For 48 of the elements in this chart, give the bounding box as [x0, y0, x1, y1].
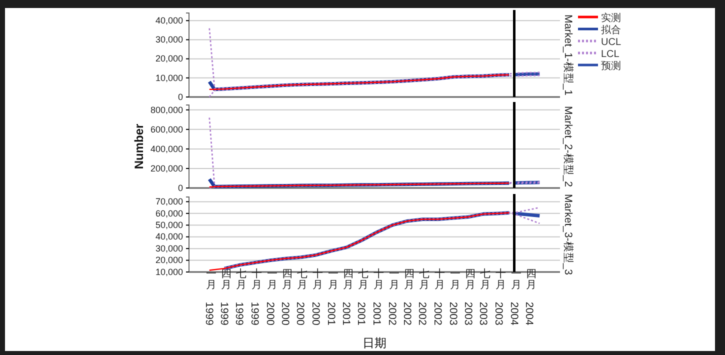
y-tick-label: 20,000 — [155, 54, 183, 64]
text: Market_3-模型_3 — [562, 194, 574, 276]
y-tick-label: 10,000 — [155, 72, 183, 83]
y-tick-label: 400,000 — [150, 144, 183, 154]
x-tick-label: 一月 2003 — [446, 268, 461, 326]
y-tick-label: 10,000 — [155, 266, 183, 277]
y-tick-label: 800,000 — [150, 104, 183, 115]
x-tick-label: 十月 2003 — [492, 267, 506, 326]
y-tick-label: 600,000 — [150, 124, 183, 134]
x-tick-label: 十月 2002 — [431, 267, 446, 326]
x-tick-label: 十月 2000 — [310, 267, 324, 326]
x-tick-label: 四月 2002 — [400, 268, 415, 326]
x-tick-label: 十月 1999 — [248, 267, 262, 326]
x-tick-label: 七月 2000 — [294, 267, 308, 326]
y-tick-label: 50,000 — [155, 220, 183, 230]
y-tick-label: 70,000 — [155, 196, 183, 207]
y-tick-label: 200,000 — [150, 163, 183, 174]
x-tick-label: 四月 2001 — [340, 268, 354, 326]
y-tick-label: 30,000 — [155, 243, 183, 254]
legend-label: LCL — [601, 49, 620, 60]
x-tick-label: 一月 2001 — [324, 268, 339, 326]
y-tick-label: 0 — [178, 92, 183, 102]
y-tick-label: 40,000 — [155, 16, 183, 26]
y-tick-label: 20,000 — [155, 255, 183, 266]
y-tick-label: 60,000 — [155, 208, 183, 218]
y-axis-title: Number — [132, 124, 146, 170]
x-tick-label: 十月 2001 — [370, 267, 385, 326]
y-tick-label: 40,000 — [155, 232, 183, 242]
x-tick-label: 七月 2001 — [355, 267, 370, 326]
x-axis-title: 日期 — [362, 336, 386, 350]
y-tick-label: 0 — [178, 182, 183, 193]
x-tick-label: 四月 2004 — [522, 268, 537, 326]
x-tick-label: 七月 1999 — [233, 267, 248, 326]
legend-label: 预测 — [601, 60, 621, 72]
x-tick-label: 一月 2002 — [386, 268, 400, 326]
legend-label: 拟合 — [601, 24, 621, 36]
legend-label: 实测 — [601, 12, 621, 24]
x-tick-label: 七月 2002 — [416, 267, 430, 326]
x-tick-label: 七月 2003 — [477, 267, 492, 326]
text: Market_2-模型_2 — [562, 106, 574, 188]
x-tick-label: 一月 1999 — [202, 268, 217, 326]
x-tick-label: 四月 2000 — [279, 268, 294, 326]
y-tick-label: 30,000 — [155, 34, 183, 45]
legend-label: UCL — [601, 37, 622, 48]
x-tick-label: 四月 2003 — [462, 268, 476, 326]
x-tick-label: 一月 2004 — [508, 268, 522, 326]
x-tick-label: 一月 2000 — [264, 268, 278, 326]
text: Market_1-模型_1 — [562, 14, 574, 96]
